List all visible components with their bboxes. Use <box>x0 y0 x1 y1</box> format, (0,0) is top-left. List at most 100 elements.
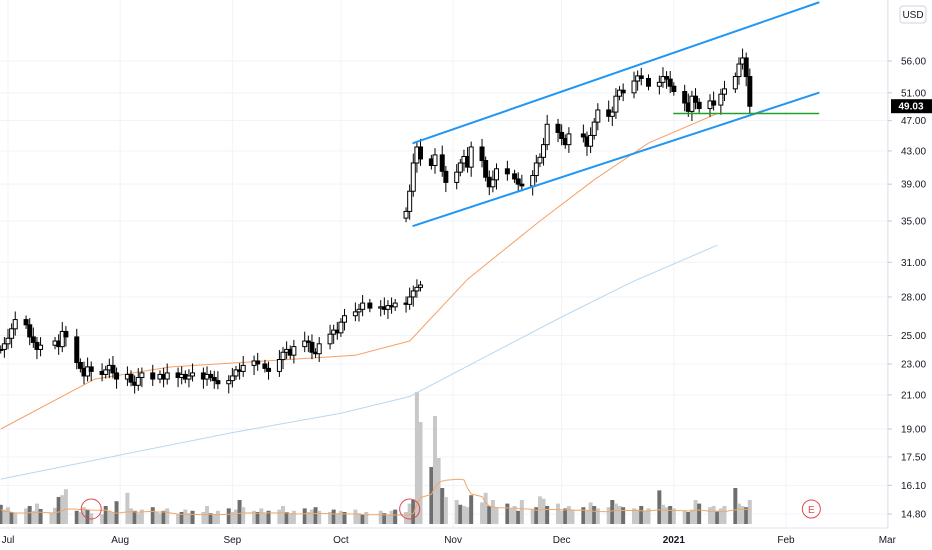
candle-body <box>190 372 196 377</box>
volume-bar <box>686 512 691 524</box>
time-axis-tick-label: Jul <box>2 535 15 546</box>
candle-body <box>63 330 69 338</box>
candle-body <box>504 168 510 175</box>
time-axis-panel[interactable] <box>0 528 932 550</box>
volume-bars <box>0 392 752 524</box>
candle <box>226 375 232 394</box>
volume-bar <box>328 512 333 524</box>
candle-body <box>211 377 217 382</box>
earnings-event-marker <box>801 499 821 519</box>
volume-bar <box>205 506 210 524</box>
candle <box>544 114 550 151</box>
candle <box>266 361 272 380</box>
volume-bar <box>613 503 618 524</box>
price-axis-tick-label: 43.00 <box>901 146 926 157</box>
candle-body <box>280 351 286 361</box>
candle-body <box>667 78 673 87</box>
volume-bar <box>682 510 687 524</box>
volume-bar <box>563 508 568 524</box>
candle-body <box>226 380 232 385</box>
volume-bar <box>132 510 137 524</box>
volume-bar <box>715 510 720 524</box>
candle <box>689 90 695 122</box>
candle-body <box>276 359 282 372</box>
candle <box>305 335 311 353</box>
price-axis-tick-label: 16.10 <box>901 481 926 492</box>
candle <box>360 295 366 317</box>
candle <box>211 370 217 389</box>
volume-bar <box>483 492 488 524</box>
last-price-tag: 49.03 <box>891 99 932 114</box>
time-axis-tick-label: Oct <box>333 535 349 546</box>
candle <box>479 138 485 168</box>
volume-bar <box>78 512 83 524</box>
candle <box>403 207 409 223</box>
price-axis-panel[interactable] <box>888 0 932 528</box>
volume-bar <box>13 513 18 524</box>
candle-body <box>515 178 521 185</box>
volume-bar <box>621 507 626 524</box>
currency-badge[interactable]: USD <box>899 5 927 24</box>
volume-bar <box>711 506 716 524</box>
candle <box>566 127 572 153</box>
candle-body <box>468 146 474 168</box>
volume-bar <box>161 510 166 524</box>
price-axis-tick-label: 47.00 <box>901 116 926 127</box>
volume-bar <box>31 510 36 524</box>
candle-body <box>392 302 398 308</box>
candle-body <box>316 343 322 355</box>
candle <box>186 369 192 388</box>
volume-bar <box>378 510 383 524</box>
candle-body <box>721 88 727 95</box>
time-axis-tick-label: Aug <box>111 535 129 546</box>
volume-bar <box>744 507 749 524</box>
volume-bar <box>697 503 702 524</box>
volume-bar <box>443 497 448 524</box>
candle-body <box>77 361 83 369</box>
price-axis-tick-label: 14.80 <box>901 510 926 521</box>
candle <box>732 72 738 93</box>
volume-bar <box>233 509 238 524</box>
candle <box>454 164 460 190</box>
volume-bar <box>617 506 622 524</box>
candle-body <box>645 77 651 87</box>
currency-badge-box <box>899 5 927 24</box>
candle-body <box>693 95 699 103</box>
price-axis-tick-label: 21.00 <box>901 390 926 401</box>
candle <box>356 303 362 322</box>
candle-body <box>631 80 637 94</box>
candle <box>280 346 286 370</box>
volume-bar <box>632 508 637 524</box>
candle-body <box>696 101 702 110</box>
candle-body <box>114 372 120 380</box>
candle-body <box>23 319 29 326</box>
candle-body <box>588 134 594 147</box>
volume-bar <box>429 467 434 524</box>
candle <box>410 285 416 307</box>
event-markers: E <box>80 498 821 520</box>
candle-body <box>566 133 572 146</box>
candle-body <box>229 375 235 382</box>
volume-bar <box>313 507 318 524</box>
candle <box>128 370 134 387</box>
volume-bar <box>389 510 394 524</box>
candle-body <box>356 308 362 313</box>
candle <box>609 106 615 126</box>
volume-bar <box>338 510 343 524</box>
time-axis-tick-label: Dec <box>553 535 571 546</box>
candle <box>664 71 670 89</box>
volume-bar <box>357 513 362 524</box>
volume-bar <box>125 492 130 524</box>
volume-bar <box>566 506 571 524</box>
candle-body <box>352 311 358 317</box>
last-price-value: 49.03 <box>898 102 923 113</box>
volume-bar <box>136 513 141 524</box>
candle <box>595 103 601 131</box>
candle <box>559 124 565 146</box>
volume-bar <box>150 507 155 524</box>
candle-body <box>418 284 424 288</box>
candle <box>139 367 145 388</box>
volume-bar <box>107 510 112 524</box>
candle-body <box>327 333 333 345</box>
